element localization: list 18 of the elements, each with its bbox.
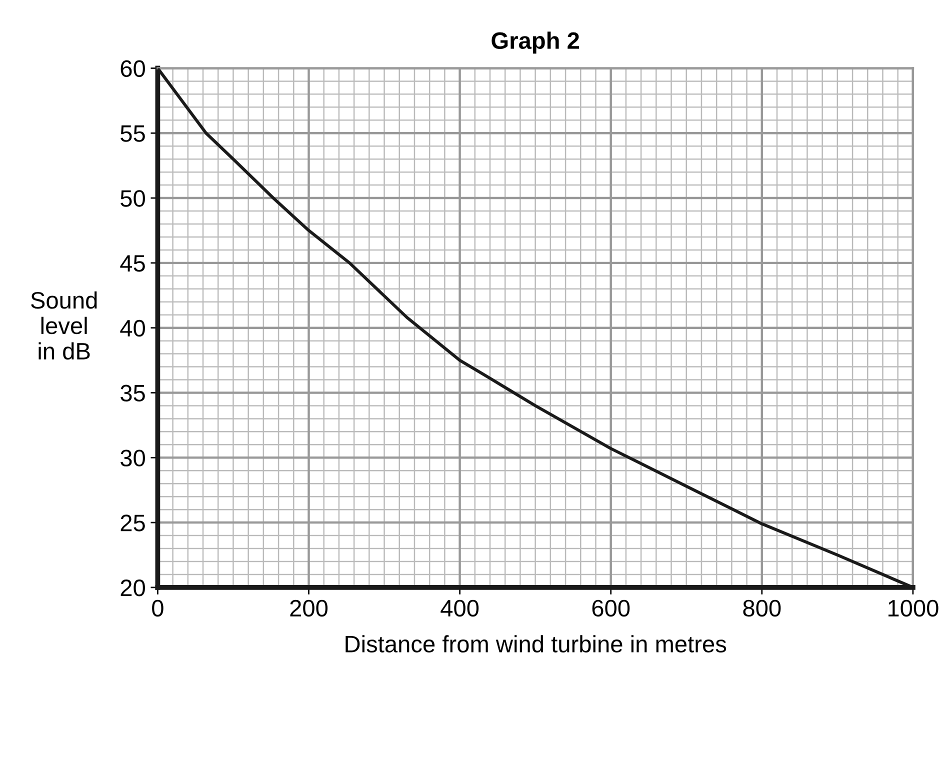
y-tick-label: 25 bbox=[120, 514, 145, 532]
x-tick-label: 400 bbox=[440, 600, 479, 617]
y-tick-label: 60 bbox=[120, 60, 145, 78]
x-tick-label: 0 bbox=[152, 600, 164, 617]
y-tick-label: 55 bbox=[120, 125, 145, 142]
chart-title: Graph 2 bbox=[492, 32, 579, 54]
y-tick-label: 30 bbox=[120, 450, 145, 466]
x-tick-label: 600 bbox=[592, 600, 630, 617]
x-tick-label: 1000 bbox=[888, 600, 938, 617]
x-tick-label: 800 bbox=[743, 600, 781, 617]
y-axis-title: Sound level in dB bbox=[31, 291, 97, 360]
y-tick-label: 45 bbox=[120, 255, 145, 272]
x-axis-title: Distance from wind turbine in metres bbox=[346, 635, 726, 652]
y-tick-label: 40 bbox=[120, 320, 145, 337]
y-tick-label: 35 bbox=[120, 384, 145, 402]
x-tick-label: 200 bbox=[290, 600, 328, 617]
y-tick-label: 20 bbox=[120, 580, 145, 596]
y-tick-label: 50 bbox=[120, 190, 145, 207]
